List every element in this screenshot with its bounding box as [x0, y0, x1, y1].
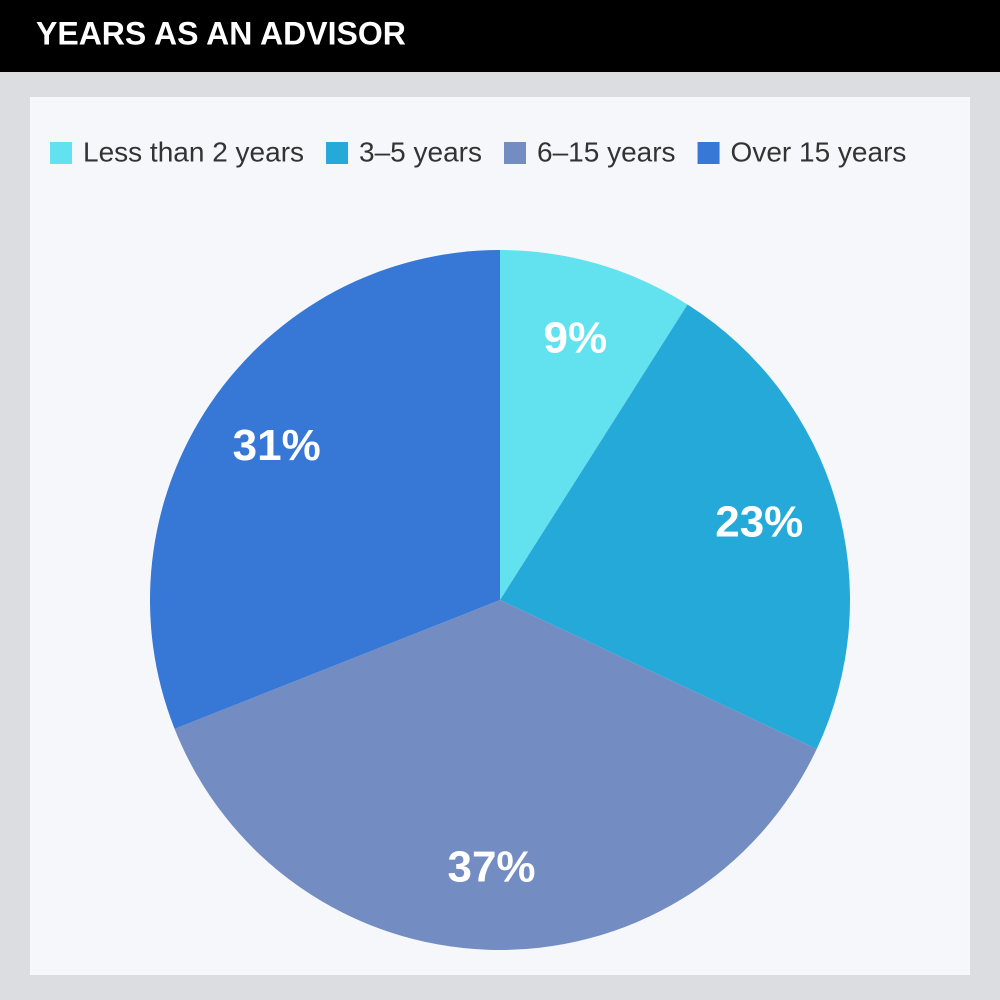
- legend-swatch: [504, 142, 526, 164]
- legend-label: 3–5 years: [359, 136, 482, 167]
- legend-swatch: [697, 142, 720, 164]
- data-label: 37%: [447, 842, 535, 891]
- legend-label: Less than 2 years: [83, 136, 304, 167]
- legend-label: 6–15 years: [537, 136, 676, 167]
- legend-swatch: [326, 142, 349, 164]
- data-label: 23%: [715, 497, 803, 546]
- data-label: 9%: [544, 313, 608, 362]
- pie-slice: [500, 304, 850, 750]
- pie-slice: [500, 250, 688, 600]
- legend-label: Over 15 years: [731, 136, 907, 167]
- chart-title: YEARS AS AN ADVISOR: [36, 15, 406, 51]
- pie-slice: [150, 250, 501, 729]
- pie-slice: [174, 600, 817, 950]
- legend-swatch: [50, 142, 72, 164]
- title-bar: [0, 0, 1000, 72]
- data-label: 31%: [233, 421, 321, 470]
